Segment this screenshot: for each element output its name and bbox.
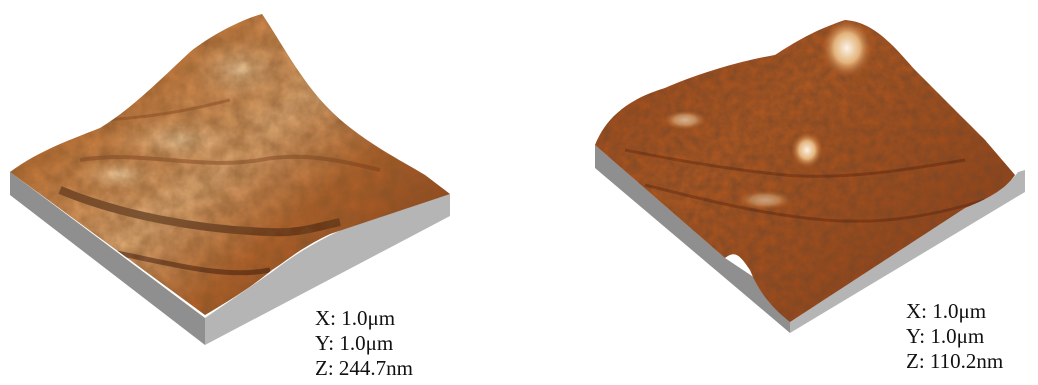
y-scale-label: Y: 1.0μm	[906, 324, 985, 348]
z-scale-label: Z: 244.7nm	[315, 356, 413, 380]
base-side-right	[595, 145, 790, 333]
x-scale-label: X: 1.0μm	[906, 299, 987, 323]
base-side-left	[10, 172, 205, 345]
base-front-left	[205, 194, 450, 345]
scale-labels-left: X: 1.0μm Y: 1.0μm Z: 244.7nm	[315, 306, 413, 381]
base-front-right	[790, 170, 1025, 333]
afm-image-left: X: 1.0μm Y: 1.0μm Z: 244.7nm	[0, 0, 470, 385]
peak-2	[791, 132, 823, 168]
scale-labels-right: X: 1.0μm Y: 1.0μm Z: 110.2nm	[906, 299, 1003, 374]
afm-surface-right	[595, 20, 1025, 333]
y-scale-label: Y: 1.0μm	[315, 331, 394, 355]
afm-image-right: X: 1.0μm Y: 1.0μm Z: 110.2nm	[585, 0, 1038, 385]
peak-1	[821, 20, 873, 78]
afm-surface-left	[10, 14, 450, 345]
z-scale-label: Z: 110.2nm	[906, 349, 1004, 373]
x-scale-label: X: 1.0μm	[315, 306, 396, 330]
